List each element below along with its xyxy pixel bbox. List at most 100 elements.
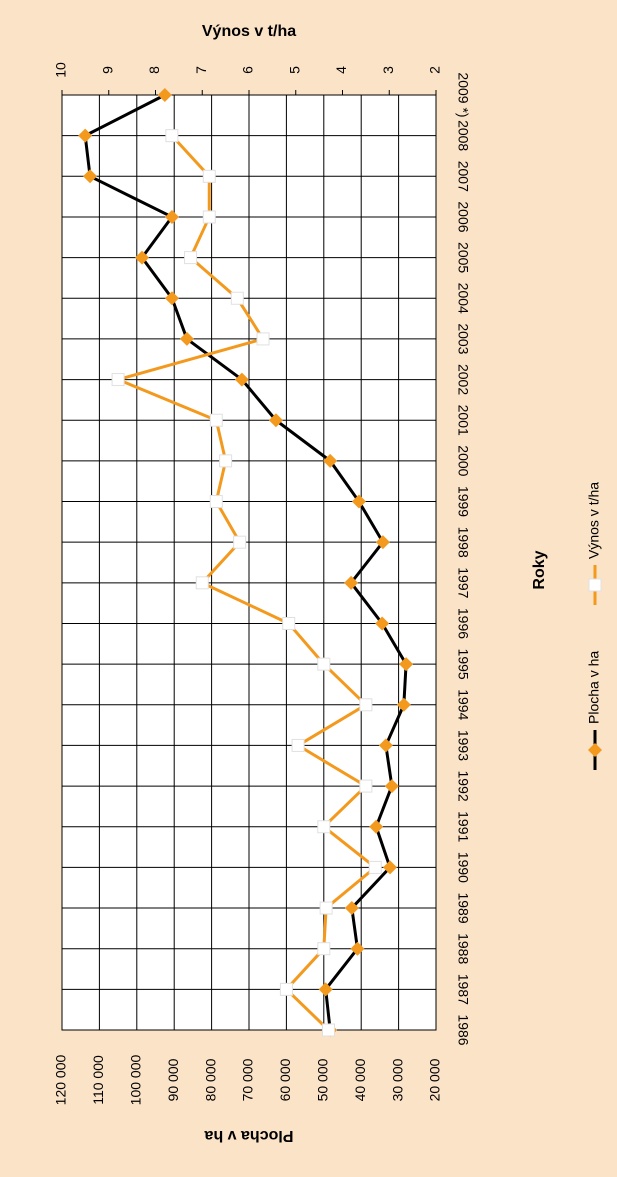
marker-diamond [375, 616, 390, 631]
x-tick-label: 2002 [455, 364, 471, 395]
x-tick-label: 2005 [455, 242, 471, 273]
marker-square [111, 373, 125, 387]
x-tick-label: 2003 [455, 323, 471, 354]
x-tick-label: 1992 [455, 771, 471, 802]
legend-label: Plocha v ha [586, 651, 602, 724]
marker-diamond [344, 575, 359, 590]
marker-square [219, 454, 233, 468]
marker-diamond [382, 860, 397, 875]
y-tick-label: 120 000 [53, 1054, 69, 1105]
y-tick-label: 80 000 [202, 1058, 218, 1101]
marker-diamond [78, 128, 93, 143]
marker-square [233, 535, 247, 549]
marker-square [195, 576, 209, 590]
x-tick-label: 1990 [455, 852, 471, 883]
marker-diamond [399, 657, 414, 672]
x-tick-label: 2001 [455, 405, 471, 436]
marker-diamond [157, 88, 172, 102]
marker-square [291, 738, 305, 752]
x-tick-label: 1995 [455, 649, 471, 680]
x-tick-label: 2007 [455, 161, 471, 192]
marker-diamond [378, 738, 393, 753]
x-tick-label: 1986 [455, 1014, 471, 1045]
y-tick-label: 90 000 [165, 1058, 181, 1101]
y2-tick-label: 4 [333, 66, 349, 74]
x-tick-label: 2006 [455, 201, 471, 232]
y-tick-label: 100 000 [128, 1054, 144, 1105]
y2-tick-label: 6 [240, 66, 256, 74]
marker-diamond [396, 697, 411, 712]
x-tick-label: 2008 [455, 120, 471, 151]
legend-marker [588, 743, 602, 757]
marker-square [184, 251, 198, 265]
marker-diamond [369, 819, 384, 834]
y-tick-label: 50 000 [315, 1058, 331, 1101]
marker-square [165, 129, 179, 143]
x-tick-label: 1988 [455, 933, 471, 964]
marker-square [359, 779, 373, 793]
marker-square [256, 332, 270, 346]
y2-tick-label: 3 [380, 66, 396, 74]
y-tick-label: 110 000 [90, 1055, 106, 1105]
y2-tick-label: 8 [146, 66, 162, 74]
legend-label: Výnos v t/ha [586, 482, 602, 559]
marker-diamond [323, 453, 338, 468]
marker-square [319, 901, 333, 915]
marker-square [317, 942, 331, 956]
marker-diamond [234, 372, 249, 387]
y2-tick-label: 2 [427, 66, 443, 74]
x-tick-label: 1998 [455, 527, 471, 558]
marker-square [202, 210, 216, 224]
marker-diamond [351, 494, 366, 509]
x-tick-label: 1993 [455, 730, 471, 761]
x-tick-label: 1997 [455, 567, 471, 598]
marker-diamond [164, 291, 179, 306]
x-tick-label: 1999 [455, 486, 471, 517]
marker-diamond [164, 209, 179, 224]
marker-square [202, 169, 216, 183]
y2-tick-label: 5 [286, 66, 302, 74]
x-tick-label: 2004 [455, 283, 471, 314]
x-tick-label: 1989 [455, 892, 471, 923]
marker-diamond [268, 413, 283, 428]
marker-square [317, 657, 331, 671]
x-tick-label: 1996 [455, 608, 471, 639]
marker-diamond [375, 535, 390, 550]
y2-tick-label: 10 [53, 62, 69, 78]
legend-marker [588, 578, 602, 592]
marker-diamond [344, 901, 359, 916]
marker-square [230, 291, 244, 305]
x-tick-label: 1994 [455, 689, 471, 720]
marker-diamond [350, 941, 365, 956]
y-tick-label: 70 000 [240, 1058, 256, 1101]
marker-diamond [384, 779, 399, 794]
marker-square [209, 495, 223, 509]
y-tick-label: 60 000 [277, 1058, 293, 1101]
y-tick-label: 20 000 [427, 1058, 443, 1101]
y-axis-title: Plocha v ha [204, 1127, 293, 1144]
marker-square [321, 1023, 335, 1037]
marker-square [279, 982, 293, 996]
x-tick-label: 1987 [455, 974, 471, 1005]
y-tick-label: 40 000 [352, 1058, 368, 1101]
marker-square [359, 698, 373, 712]
rotated-chart: Plocha v ha Výnos v t/ha Roky 20 000 30 0… [53, 23, 602, 1144]
x-tick-label: 2000 [455, 445, 471, 476]
x-tick-label: 2009 *) [455, 72, 471, 117]
y-tick-label: 30 000 [389, 1058, 405, 1101]
marker-diamond [83, 169, 98, 184]
marker-square [317, 820, 331, 834]
marker-square [209, 413, 223, 427]
marker-square [368, 860, 382, 874]
y2-tick-label: 9 [99, 66, 115, 74]
y2-tick-label: 7 [193, 66, 209, 74]
marker-diamond [318, 982, 333, 997]
x-tick-label: 1991 [455, 811, 471, 842]
x-axis-title: Roky [531, 550, 548, 589]
series-line [83, 93, 408, 1031]
y2-axis-title: Výnos v t/ha [202, 23, 296, 40]
marker-square [282, 616, 296, 630]
marker-diamond [135, 250, 150, 265]
